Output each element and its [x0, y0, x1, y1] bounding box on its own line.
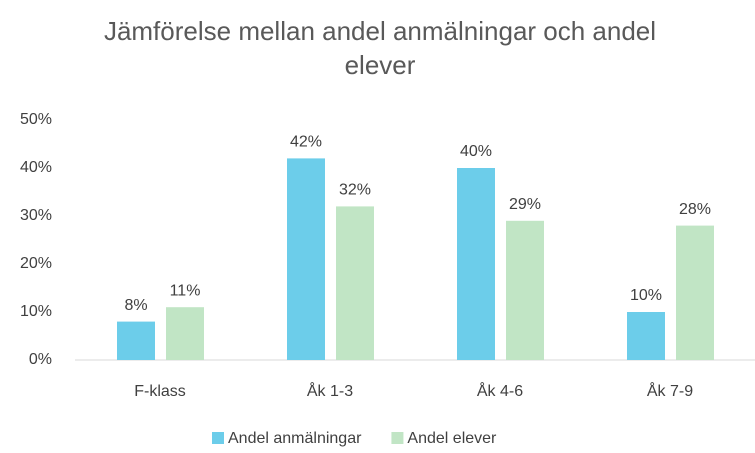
data-label: 29%	[509, 196, 541, 213]
y-tick-label: 20%	[20, 255, 52, 272]
bar	[506, 220, 544, 360]
x-tick-label: Åk 1-3	[307, 381, 353, 400]
legend-label: Andel elever	[407, 430, 497, 447]
chart-title: Jämförelse mellan andel anmälningar och …	[103, 16, 657, 80]
bar	[457, 168, 495, 360]
bar	[287, 158, 325, 360]
x-tick-label: F-klass	[134, 383, 186, 400]
bar	[117, 321, 155, 360]
bar	[336, 206, 374, 360]
legend-swatch	[391, 432, 404, 444]
data-label: 10%	[630, 287, 662, 304]
x-tick-label: Åk 4-6	[477, 381, 523, 400]
y-tick-label: 0%	[29, 351, 52, 368]
y-tick-label: 10%	[20, 303, 52, 320]
bar	[676, 225, 714, 360]
bar	[166, 307, 204, 360]
x-tick-label: Åk 7-9	[647, 381, 693, 400]
y-tick-label: 50%	[20, 111, 52, 128]
data-label: 11%	[170, 282, 201, 299]
bar	[627, 312, 665, 360]
data-label: 32%	[339, 182, 371, 199]
data-label: 28%	[679, 201, 711, 218]
legend-swatch	[212, 432, 224, 444]
y-tick-label: 30%	[20, 207, 52, 224]
legend-label: Andel anmälningar	[228, 430, 362, 447]
data-label: 40%	[460, 143, 492, 160]
data-label: 8%	[124, 297, 147, 314]
data-label: 42%	[290, 134, 322, 151]
y-tick-label: 40%	[20, 159, 52, 176]
